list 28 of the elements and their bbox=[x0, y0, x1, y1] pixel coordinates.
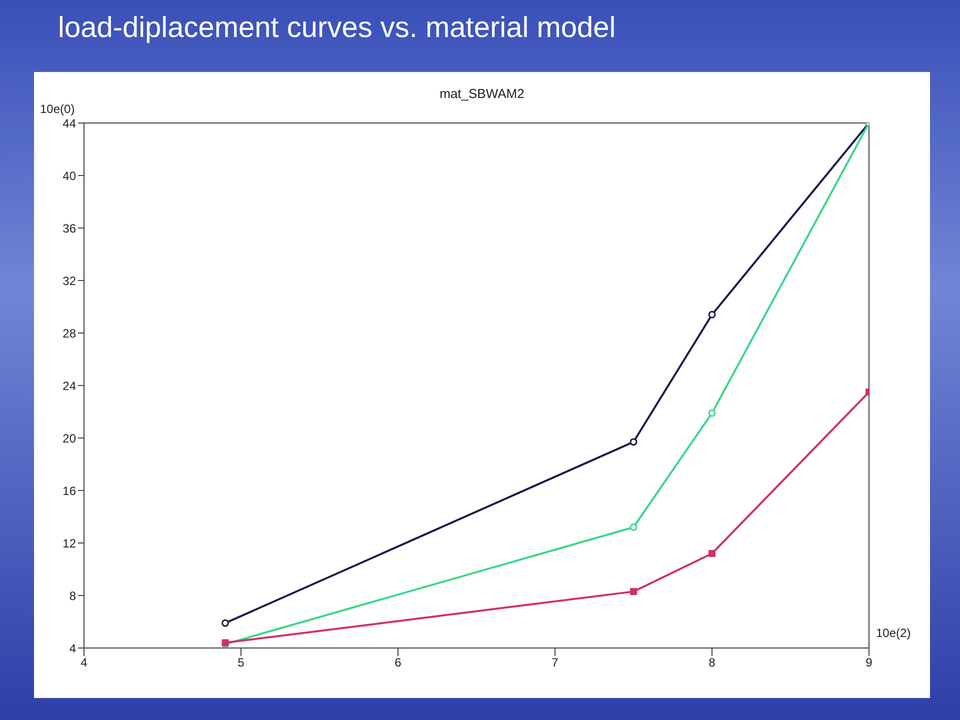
y-tick-label: 8 bbox=[69, 588, 76, 603]
point bbox=[708, 409, 716, 417]
x-tick-label: 4 bbox=[80, 656, 88, 670]
chart-title: load-diplacement curves vs. material model bbox=[58, 12, 616, 45]
y-tick-label: 44 bbox=[62, 116, 76, 130]
point bbox=[630, 524, 638, 531]
y-tick-label: 16 bbox=[62, 484, 76, 498]
x-axis-title: 10e(2) bbox=[876, 626, 911, 640]
y-tick-label: 24 bbox=[62, 378, 76, 393]
y-tick-label: 12 bbox=[62, 536, 76, 550]
y-tick-label: 40 bbox=[62, 168, 76, 183]
y-tick-label: 32 bbox=[62, 274, 76, 288]
y-tick-label: 36 bbox=[62, 221, 76, 236]
y-tick-label: 20 bbox=[62, 431, 76, 446]
x-tick-label: 5 bbox=[238, 656, 245, 670]
point bbox=[630, 438, 638, 446]
x-tick-label: 9 bbox=[866, 656, 873, 670]
point bbox=[708, 310, 716, 318]
x-tick-label: 8 bbox=[708, 656, 716, 670]
y-axis-title: 10e(0) bbox=[40, 102, 75, 116]
x-tick-label: 6 bbox=[394, 656, 402, 670]
point bbox=[630, 588, 637, 596]
y-tick-label: 28 bbox=[62, 326, 76, 340]
x-tick-label: 7 bbox=[552, 656, 559, 670]
point bbox=[708, 550, 716, 557]
point bbox=[222, 619, 230, 627]
y-tick-label: 4 bbox=[69, 641, 76, 656]
chart-subtitle: mat_SBWAM2 bbox=[438, 86, 526, 101]
